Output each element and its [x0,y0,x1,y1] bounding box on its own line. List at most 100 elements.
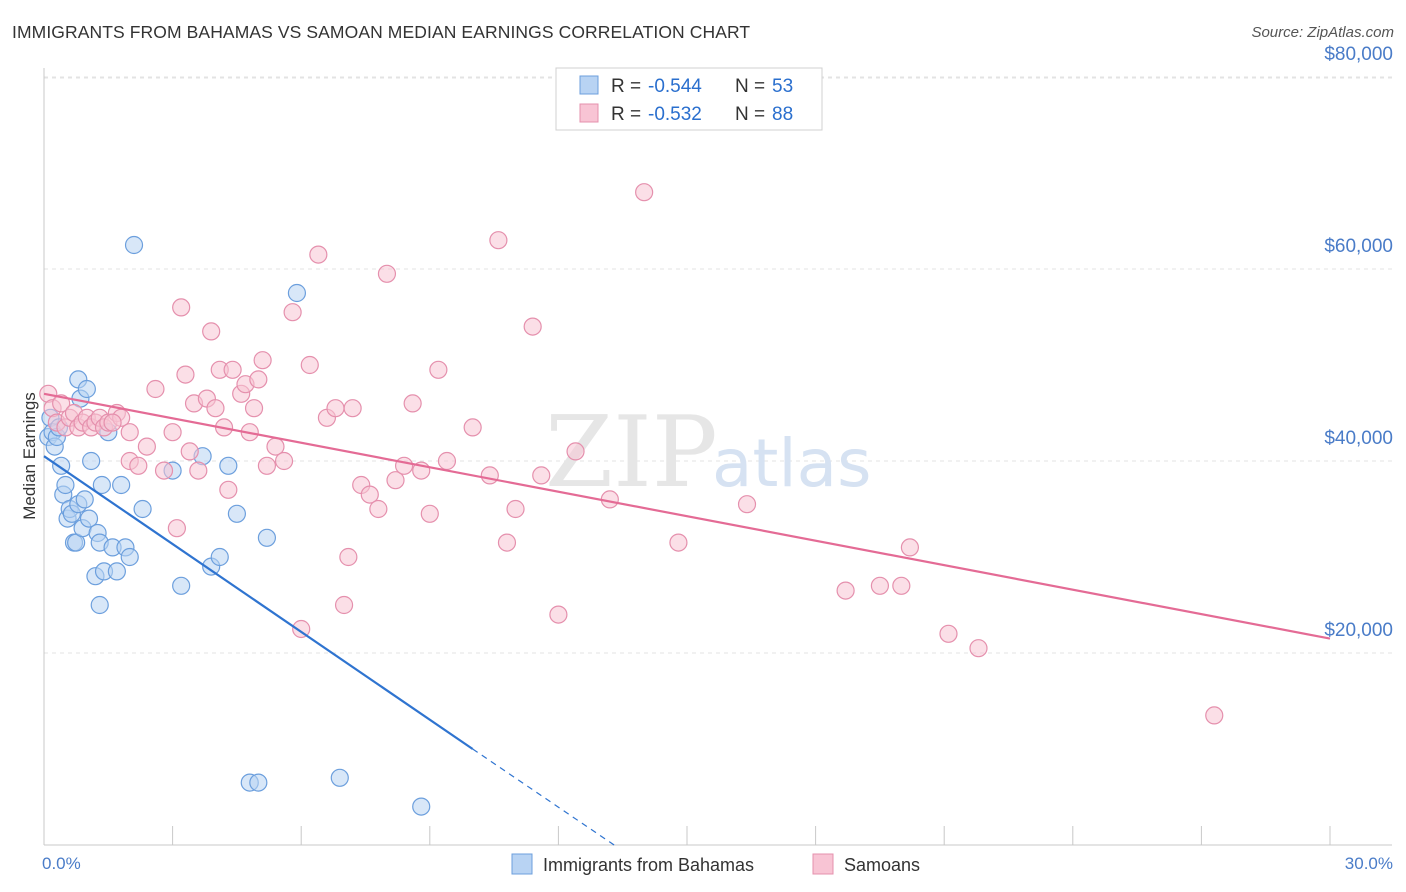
point-samoans [892,576,911,595]
point-samoans [939,624,958,643]
point-samoans [202,322,221,341]
series-legend: Immigrants from Bahamas Samoans [511,853,920,875]
point-samoans [394,456,414,475]
point-samoans [206,399,225,418]
watermark-atlas: atlas [712,425,872,502]
point-samoans [669,533,688,552]
y-tick-label: $20,000 [1324,620,1393,641]
point-samoans [309,245,328,264]
point-bahamas [77,379,96,399]
point-samoans [223,360,242,379]
bottom-legend-label-samoans: Samoans [844,855,920,875]
stats-legend: R = -0.544 N = 53 R = -0.532 N = 88 [555,67,823,131]
point-samoans [300,355,319,375]
bottom-legend-label-bahamas: Immigrants from Bahamas [543,855,754,875]
point-samoans [253,351,272,370]
point-samoans [566,442,585,461]
y-tick-label: $60,000 [1324,236,1393,257]
point-bahamas [219,456,238,475]
point-samoans [257,456,277,475]
point-bahamas [56,475,75,495]
point-samoans [1205,706,1224,725]
y-axis-label: Median Earnings [20,392,39,520]
x-tick-label-max: 30.0% [1345,854,1393,873]
point-samoans [836,581,855,600]
point-bahamas [120,547,139,567]
series-samoans-points [39,183,1224,725]
point-samoans [137,437,156,456]
point-samoans [334,595,354,615]
legend-r-value-samoans: -0.532 [648,104,702,125]
point-samoans [523,317,542,336]
point-samoans [189,461,208,480]
point-samoans [506,499,525,519]
point-samoans [120,423,139,442]
point-samoans [103,413,122,432]
point-samoans [737,495,757,514]
legend-r-label-samoans: R = [611,104,641,125]
series-bahamas-points [39,235,431,816]
legend-n-label-bahamas: N = [735,76,765,97]
point-samoans [274,451,294,471]
point-samoans [249,370,268,389]
point-bahamas [249,773,268,792]
point-samoans [146,379,165,399]
point-bahamas [107,562,126,581]
point-samoans [420,504,439,523]
point-samoans [969,639,988,658]
legend-n-value-samoans: 88 [772,104,793,125]
point-samoans [283,303,302,322]
point-samoans [339,547,358,567]
point-samoans [403,394,422,413]
source-label: Source: ZipAtlas.com [1251,24,1394,41]
point-bahamas [92,475,111,495]
y-tick-labels: $20,000 $40,000 $60,000 $80,000 [1324,44,1393,641]
point-samoans [129,456,148,475]
point-samoans [244,399,264,418]
stats-legend-box [555,67,823,131]
point-samoans [172,298,191,317]
legend-n-label-samoans: N = [735,104,765,125]
legend-r-value-bahamas: -0.544 [648,76,702,97]
point-bahamas [210,547,229,567]
point-samoans [176,365,195,384]
point-samoans [343,399,362,418]
trend-line-samoans [43,392,1331,640]
point-bahamas [82,451,101,471]
point-bahamas [412,797,431,816]
point-samoans [377,264,397,283]
point-samoans [489,231,508,250]
point-samoans [532,466,551,485]
y-tick-label: $80,000 [1324,44,1393,65]
point-bahamas [172,576,191,595]
point-samoans [386,471,405,490]
legend-n-value-bahamas: 53 [772,76,793,97]
point-bahamas [79,509,99,528]
gridlines [44,76,1392,654]
point-samoans [292,619,311,639]
point-samoans [167,519,186,538]
trend-lines [43,392,1331,846]
point-samoans [870,576,890,595]
point-samoans [429,360,448,379]
point-bahamas [90,595,109,615]
point-bahamas [287,283,307,303]
point-samoans [326,399,345,418]
point-samoans [369,499,388,519]
point-samoans [480,466,499,485]
point-samoans [219,480,238,499]
point-bahamas [257,528,277,547]
point-bahamas [133,499,152,519]
point-samoans [52,394,71,413]
legend-r-label-bahamas: R = [611,76,641,97]
point-bahamas [75,490,94,509]
y-tick-label: $40,000 [1324,428,1393,449]
point-samoans [549,605,568,624]
trend-line-bahamas-extension [472,748,615,846]
point-samoans [463,418,482,437]
point-samoans [437,451,457,471]
legend-swatch-bahamas [579,75,599,95]
point-bahamas [227,504,246,523]
point-samoans [635,183,654,202]
